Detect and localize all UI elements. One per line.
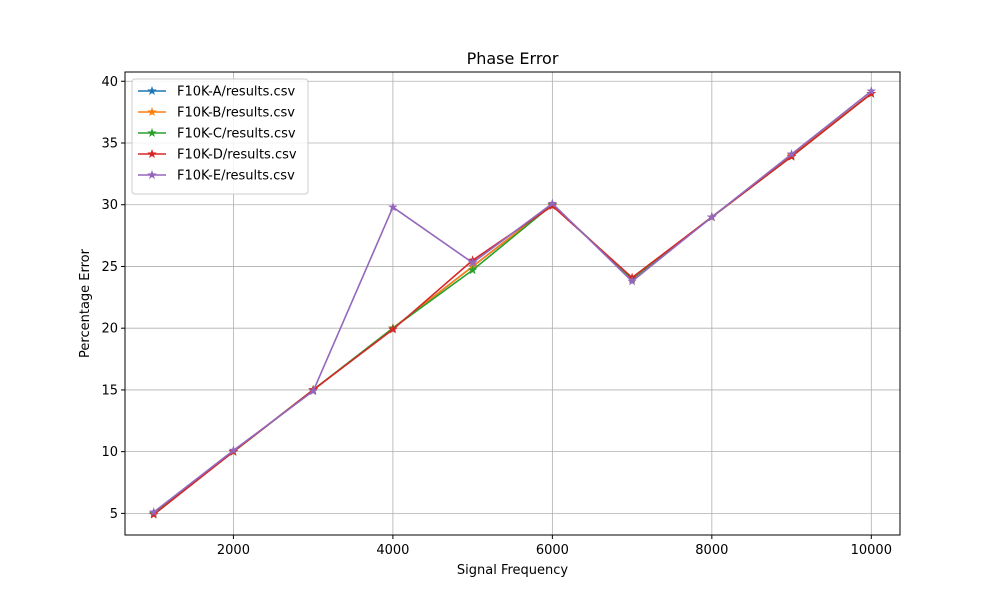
y-tick-label: 20 [101, 322, 118, 337]
data-point [547, 198, 558, 208]
legend-item: F10K-D/results.csv [138, 148, 297, 163]
data-point [388, 324, 398, 334]
data-point [388, 202, 398, 212]
legend-swatch-marker [147, 86, 157, 96]
legend: F10K-A/results.csv F10K-B/results.csv F10K… [131, 78, 309, 195]
data-point [627, 276, 637, 286]
data-point [786, 149, 797, 159]
x-tick-label: 8000 [695, 543, 728, 558]
legend-swatch-marker [147, 149, 157, 159]
data-point [467, 257, 478, 267]
series-line [153, 90, 872, 513]
y-axis-label: Percentage Error [78, 248, 93, 358]
data-point [228, 445, 239, 455]
data-point [308, 386, 318, 396]
legend-swatch-marker [147, 170, 157, 180]
data-point [148, 507, 159, 517]
legend-label: F10K-C/results.csv [177, 127, 296, 142]
legend-box [131, 78, 309, 195]
y-tick-label: 5 [110, 507, 118, 522]
series-f10k-e [148, 86, 877, 517]
data-point [707, 212, 717, 222]
y-tick-label: 15 [101, 383, 118, 398]
legend-item: F10K-A/results.csv [138, 85, 295, 100]
y-tick-label: 30 [101, 198, 118, 213]
chart-title: Phase Error [467, 49, 559, 68]
legend-label: F10K-E/results.csv [177, 169, 295, 184]
legend-label: F10K-B/results.csv [177, 106, 295, 121]
legend-swatch-marker [147, 128, 157, 138]
ticks: 2000 4000 6000 8000 10000 5 10 15 20 25 30 35 40 [101, 75, 892, 558]
y-tick-label: 40 [101, 75, 118, 90]
y-tick-label: 25 [101, 260, 118, 275]
legend-swatch-marker [147, 107, 157, 117]
data-point [866, 86, 877, 96]
x-tick-label: 4000 [376, 543, 409, 558]
grid [125, 72, 900, 535]
y-tick-label: 35 [101, 136, 118, 151]
legend-label: F10K-A/results.csv [177, 85, 295, 100]
x-tick-label: 2000 [217, 543, 250, 558]
legend-item: F10K-E/results.csv [138, 169, 295, 184]
y-tick-label: 10 [101, 445, 118, 460]
legend-item: F10K-B/results.csv [138, 106, 295, 121]
x-tick-label: 10000 [851, 543, 892, 558]
data-point [467, 265, 478, 275]
plot-frame [124, 71, 901, 536]
legend-label: F10K-D/results.csv [177, 148, 297, 163]
series-layer [148, 86, 877, 519]
legend-item: F10K-C/results.csv [138, 127, 296, 142]
x-tick-label: 6000 [536, 543, 569, 558]
x-axis-label: Signal Frequency [457, 563, 569, 578]
